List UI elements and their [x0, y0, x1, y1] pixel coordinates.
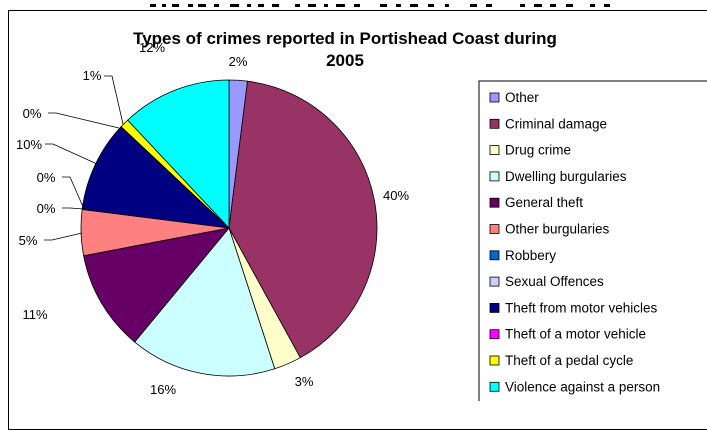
- legend-swatch-general-theft: [489, 197, 500, 208]
- partial-text-strip: [0, 0, 707, 9]
- slice-label-theft-from-motor-vehicles: 10%: [16, 137, 42, 152]
- slice-label-sexual-offences: 0%: [37, 170, 56, 185]
- legend-label-theft-of-a-motor-vehicle: Theft of a motor vehicle: [505, 327, 646, 342]
- legend-label-sexual-offences: Sexual Offences: [505, 274, 604, 289]
- legend-swatch-other: [489, 92, 500, 103]
- legend-swatch-other-burgularies: [489, 224, 500, 234]
- chart-title-line-2: 2005: [326, 51, 364, 70]
- leader-line-theft-of-a-motor-vehicle: [48, 112, 120, 129]
- legend-label-general-theft: General theft: [505, 195, 583, 210]
- legend-box: [478, 80, 707, 401]
- legend-swatch-violence-against-a-person: [489, 381, 500, 392]
- slice-label-drug-crime: 3%: [295, 374, 314, 389]
- slice-label-criminal-damage: 40%: [383, 188, 409, 203]
- legend-swatch-theft-of-a-motor-vehicle: [489, 329, 500, 340]
- legend: Other Criminal damage Drug crime Dwelling b…: [478, 80, 707, 401]
- legend-swatch-dwelling-burgularies: [489, 171, 500, 182]
- legend-label-violence-against-a-person: Violence against a person: [505, 379, 660, 394]
- slice-label-dwelling-burgularies: 16%: [150, 382, 176, 397]
- leader-lines: [44, 75, 124, 241]
- legend-label-criminal-damage: Criminal damage: [505, 116, 607, 131]
- partial-text-strip-svg: [150, 4, 610, 7]
- legend-label-theft-from-motor-vehicles: Theft from motor vehicles: [505, 300, 658, 315]
- slice-label-robbery: 0%: [37, 201, 56, 216]
- chart-title: Types of crimes reported in Portishead C…: [133, 29, 557, 70]
- leader-line-sexual-offences: [62, 176, 85, 210]
- leader-line-other-burgularies: [44, 232, 83, 241]
- pie-slice-criminal-damage: [228, 80, 378, 359]
- leader-line-theft-from-motor-vehicles: [45, 143, 98, 165]
- slice-labels: 2% 40% 3% 16% 11% 5% 0% 0% 10% 0% 1% 12%: [16, 40, 409, 397]
- slice-label-other: 2%: [229, 54, 248, 69]
- legend-label-drug-crime: Drug crime: [505, 143, 571, 158]
- chart-title-line-1: Types of crimes reported in Portishead C…: [133, 29, 557, 48]
- slice-label-theft-of-a-pedal-cycle: 1%: [83, 68, 102, 83]
- pie-slice-dwelling-burgularies: [134, 227, 276, 377]
- pie-slice-violence-against-a-person: [127, 79, 230, 230]
- legend-label-other-burgularies: Other burgularies: [505, 222, 610, 237]
- pie-slice-general-theft: [83, 227, 231, 343]
- slice-label-theft-of-a-motor-vehicle: 0%: [23, 106, 42, 121]
- legend-swatch-theft-of-a-pedal-cycle: [489, 355, 500, 366]
- legend-label-dwelling-burgularies: Dwelling burgularies: [505, 169, 627, 184]
- legend-swatch-theft-from-motor-vehicles: [489, 302, 500, 313]
- slice-label-violence-against-a-person: 12%: [139, 40, 165, 55]
- slice-label-other-burgularies: 5%: [19, 233, 38, 248]
- legend-swatch-robbery: [489, 250, 500, 261]
- legend-label-other: Other: [505, 90, 539, 105]
- leader-line-theft-of-a-pedal-cycle: [104, 75, 124, 125]
- legend-swatch-sexual-offences: [489, 276, 500, 287]
- legend-swatch-criminal-damage: [489, 118, 500, 129]
- legend-swatch-drug-crime: [489, 145, 500, 156]
- pie-chart: Types of crimes reported in Portishead C…: [16, 29, 707, 401]
- pie-slices: [80, 79, 378, 377]
- legend-label-robbery: Robbery: [505, 248, 556, 263]
- slice-label-general-theft: 11%: [22, 307, 47, 322]
- leader-line-robbery: [62, 207, 85, 210]
- legend-label-theft-of-a-pedal-cycle: Theft of a pedal cycle: [505, 353, 633, 368]
